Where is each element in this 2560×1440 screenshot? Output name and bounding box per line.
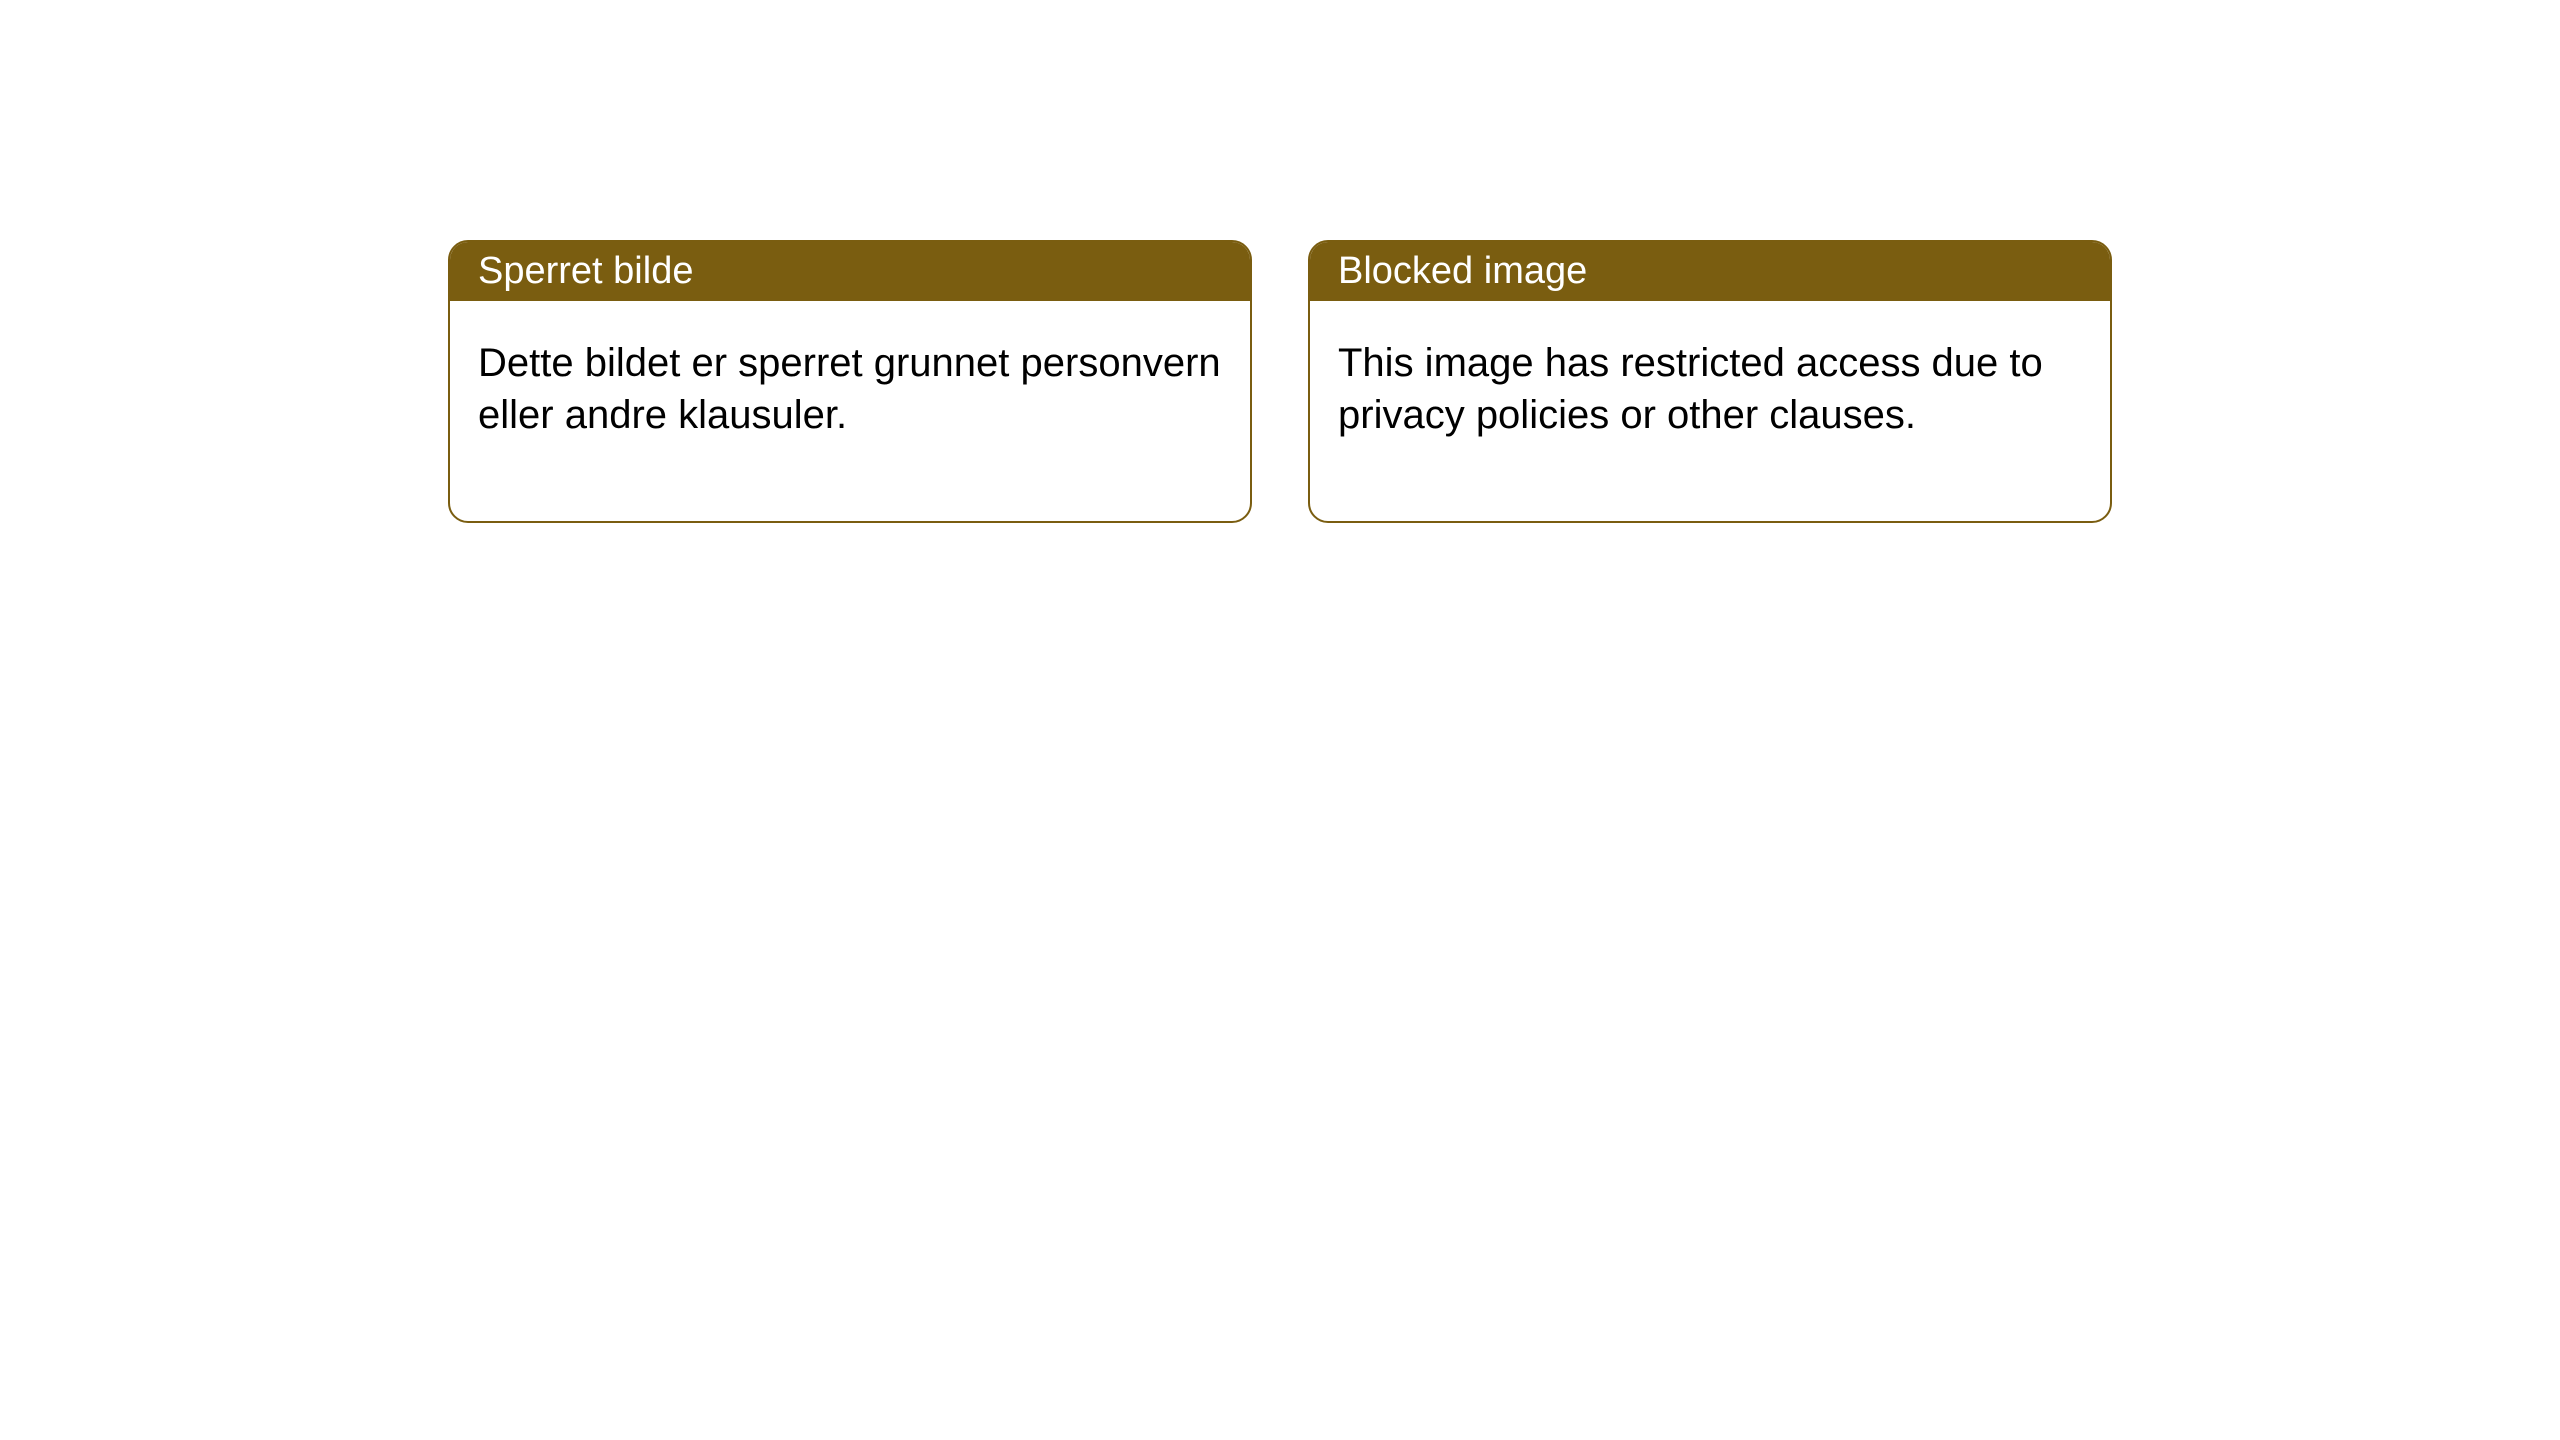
card-header: Blocked image <box>1310 242 2110 301</box>
card-body: This image has restricted access due to … <box>1310 301 2110 521</box>
notice-card-english: Blocked image This image has restricted … <box>1308 240 2112 523</box>
card-header: Sperret bilde <box>450 242 1250 301</box>
notice-cards-container: Sperret bilde Dette bildet er sperret gr… <box>448 240 2112 523</box>
notice-card-norwegian: Sperret bilde Dette bildet er sperret gr… <box>448 240 1252 523</box>
card-body: Dette bildet er sperret grunnet personve… <box>450 301 1250 521</box>
